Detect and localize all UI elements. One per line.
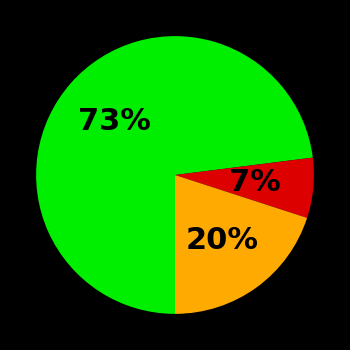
Text: 20%: 20%: [186, 226, 259, 255]
Text: 7%: 7%: [229, 168, 281, 197]
Wedge shape: [175, 158, 314, 218]
Wedge shape: [36, 36, 313, 314]
Text: 73%: 73%: [78, 107, 151, 136]
Wedge shape: [175, 175, 307, 314]
